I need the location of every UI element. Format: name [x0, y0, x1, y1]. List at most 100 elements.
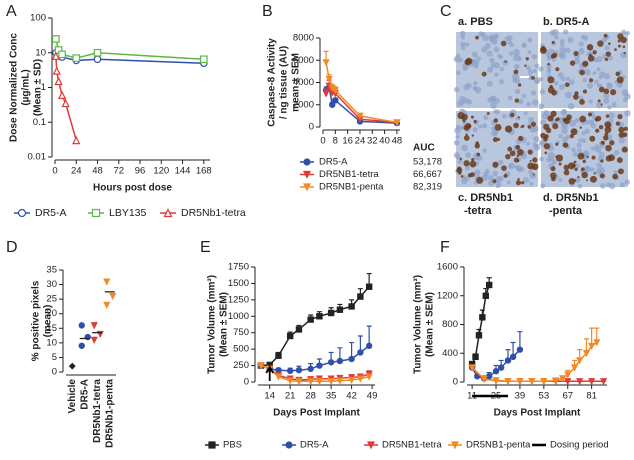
nucleus — [473, 80, 478, 86]
stain — [595, 115, 602, 122]
nucleus — [618, 136, 626, 144]
nucleus — [532, 99, 539, 106]
panel-label: F — [440, 239, 450, 256]
stain — [600, 140, 605, 145]
nucleus — [558, 133, 563, 139]
nucleus — [603, 92, 610, 99]
stain — [577, 175, 580, 179]
nucleus — [578, 95, 584, 100]
y-tick-label: 1500 — [228, 278, 249, 289]
stain — [614, 48, 617, 51]
stain — [552, 123, 559, 130]
tile-label: b. DR5-A — [543, 16, 590, 28]
stain — [568, 177, 576, 185]
stain — [610, 89, 617, 96]
nucleus — [562, 108, 567, 114]
nucleus — [508, 164, 513, 169]
x-tick-label: 39 — [515, 391, 526, 402]
legend-label: DR5-A — [319, 157, 348, 168]
nucleus — [547, 67, 552, 72]
y-tick-label: 1200 — [437, 290, 458, 301]
nucleus — [453, 152, 461, 159]
stain — [532, 157, 538, 163]
stain — [604, 57, 609, 62]
nucleus — [559, 42, 565, 47]
stain — [622, 132, 628, 138]
stain — [587, 55, 595, 62]
stain — [569, 60, 576, 66]
nucleus — [528, 169, 533, 174]
marker — [474, 373, 481, 380]
nucleus — [487, 66, 494, 73]
nucleus — [527, 50, 532, 55]
stain — [551, 52, 558, 59]
auc-title: AUC — [413, 143, 435, 154]
nucleus — [526, 65, 531, 71]
nucleus — [589, 167, 595, 173]
marker — [576, 378, 584, 386]
x-tick-label: 16 — [342, 136, 353, 147]
stain — [579, 98, 585, 105]
tile-label: a. PBS — [458, 16, 493, 28]
stain — [547, 86, 555, 94]
stain — [566, 114, 572, 120]
nucleus — [498, 78, 505, 85]
nucleus — [521, 43, 527, 49]
marker — [57, 90, 67, 100]
stain — [615, 121, 621, 126]
stain — [531, 163, 539, 171]
y-tick-label: 500 — [233, 344, 249, 355]
nucleus — [457, 159, 463, 165]
nucleus — [459, 125, 465, 131]
nucleus — [508, 51, 514, 56]
x-tick-label: 96 — [135, 166, 146, 177]
nucleus — [578, 41, 584, 47]
y-tick-label: 1750 — [228, 262, 249, 273]
nucleus — [472, 59, 477, 64]
nucleus — [571, 147, 576, 153]
nucleus — [590, 122, 596, 129]
stain — [551, 41, 555, 44]
stain — [577, 152, 585, 160]
stain — [517, 135, 524, 142]
marker — [78, 342, 85, 349]
stain — [493, 118, 498, 123]
tile-label: c. DR5Nb1 — [458, 192, 513, 204]
nucleus — [515, 115, 521, 121]
marker — [588, 342, 596, 351]
stain — [517, 83, 522, 87]
marker — [103, 278, 111, 286]
nucleus — [613, 170, 618, 175]
marker — [468, 364, 476, 372]
stain — [505, 153, 511, 160]
nucleus — [493, 46, 500, 53]
marker — [327, 378, 335, 386]
x-tick-label: 35 — [326, 391, 337, 402]
stain — [609, 140, 615, 146]
stain — [617, 44, 621, 48]
y-tick-label: 0 — [309, 122, 314, 133]
stain — [492, 161, 499, 168]
y-axis-title: (Mean ± SEM) — [219, 292, 230, 357]
y-tick-label: 1600 — [437, 262, 458, 273]
nucleus — [598, 151, 605, 158]
nucleus — [559, 38, 565, 44]
x-tick-label: 72 — [113, 166, 124, 177]
nucleus — [466, 99, 472, 105]
marker — [451, 441, 459, 450]
tile-label: d. DR5Nb1 — [543, 192, 599, 204]
stain — [515, 180, 522, 186]
stain — [615, 71, 621, 77]
nucleus — [496, 182, 502, 188]
stain — [501, 165, 507, 172]
stain — [581, 171, 588, 179]
nucleus — [509, 42, 514, 48]
nucleus — [464, 165, 470, 171]
x-tick-label: 49 — [367, 391, 378, 402]
nucleus — [481, 31, 486, 37]
x-tick-label: 120 — [153, 166, 169, 177]
stain — [621, 146, 628, 153]
nucleus — [621, 89, 629, 97]
stain — [465, 57, 473, 65]
nucleus — [463, 84, 470, 91]
